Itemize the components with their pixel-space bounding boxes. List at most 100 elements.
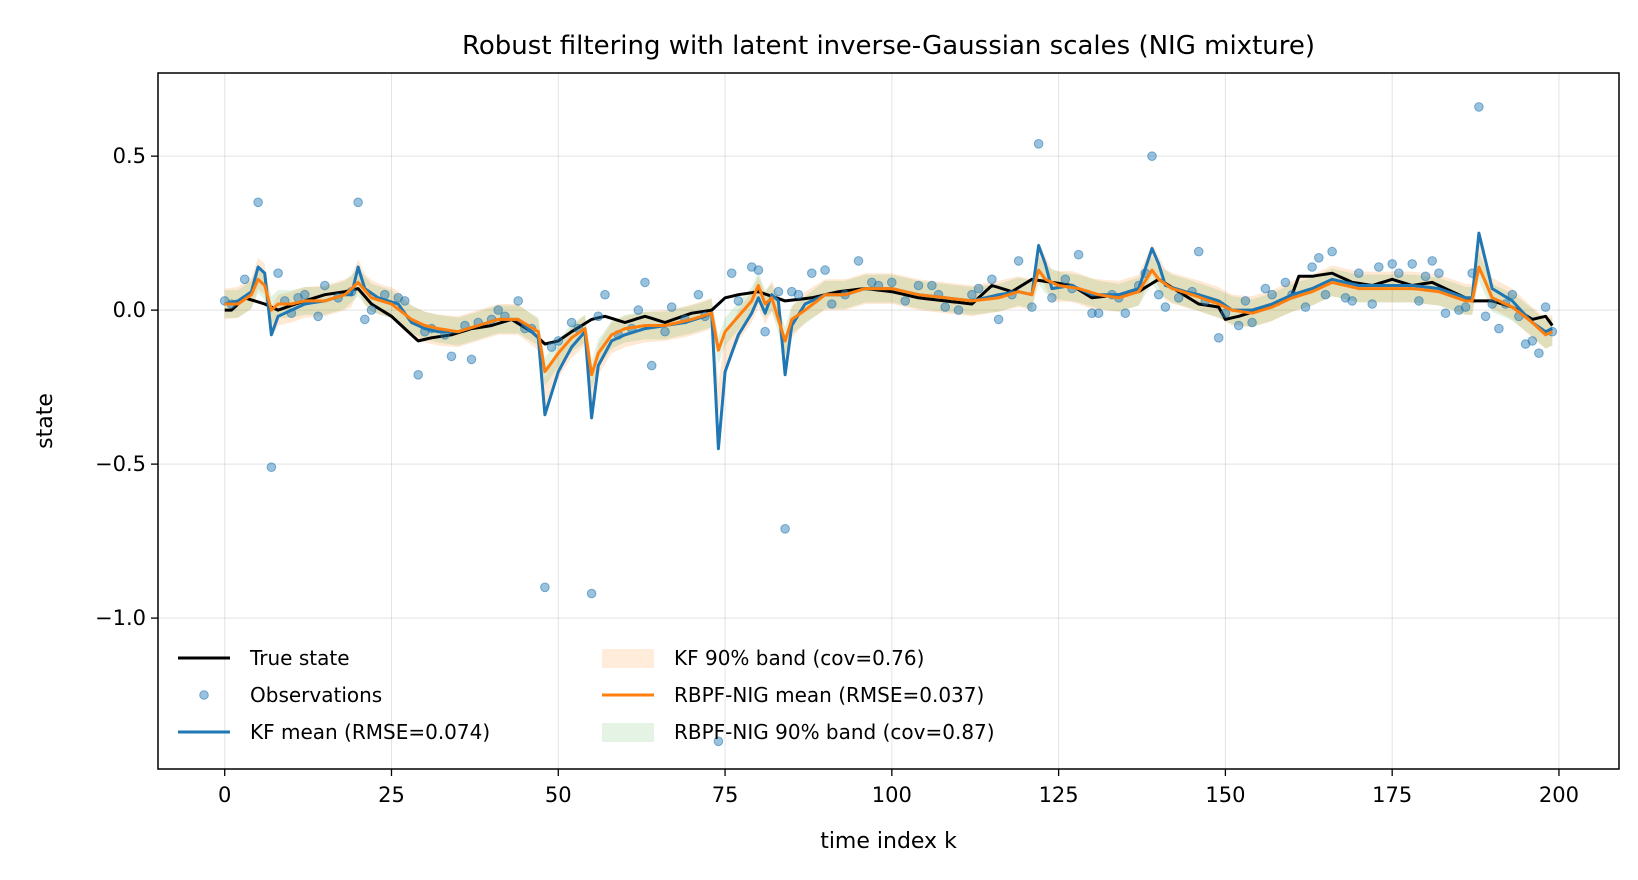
observation-point: [593, 311, 604, 322]
observation-point: [1374, 262, 1384, 272]
observation-point: [1173, 293, 1184, 303]
y-tick-label: 0.5: [113, 144, 146, 168]
observation-point: [1427, 256, 1437, 266]
observation-point: [1307, 262, 1317, 272]
observation-point: [1033, 139, 1044, 149]
observation-point: [1407, 259, 1417, 269]
legend-label: KF 90% band (cov=0.76): [674, 646, 924, 670]
kf-band: [224, 234, 1553, 415]
observation-point: [1347, 296, 1357, 306]
y-tick-label: 0.0: [113, 298, 146, 322]
observation-point: [646, 360, 657, 371]
observation-point: [353, 197, 363, 208]
observation-point: [413, 370, 424, 380]
observation-point: [1233, 320, 1244, 331]
observation-point: [1320, 289, 1331, 300]
observation-point: [660, 326, 670, 337]
observation-point: [1420, 271, 1431, 282]
observation-point: [1120, 308, 1131, 319]
y-tick-label: −1.0: [95, 606, 146, 630]
y-axis-label: state: [33, 393, 58, 449]
true-state-line: [224, 271, 1554, 346]
legend-entry: KF 90% band (cov=0.76): [602, 646, 924, 670]
x-tick-label: 50: [545, 783, 572, 807]
observation-point: [1087, 308, 1097, 319]
observation-point: [546, 342, 557, 352]
legend: True state Observations KF mean (RMSE=0.07…: [178, 646, 995, 744]
observation-point: [253, 197, 263, 208]
observation-point: [693, 289, 704, 300]
observation-point: [713, 736, 724, 747]
observation-point: [553, 336, 564, 346]
x-tick-label: 100: [872, 783, 912, 807]
observation-point: [1267, 289, 1277, 300]
observation-point: [773, 286, 784, 297]
observation-point: [1147, 151, 1157, 161]
y-tick-label: −0.5: [95, 452, 146, 476]
observation-point: [1047, 293, 1057, 303]
observation-point: [726, 268, 737, 279]
observation-point: [793, 289, 804, 300]
observation-point: [1367, 299, 1377, 309]
observation-point: [1354, 268, 1364, 279]
observation-point: [1220, 308, 1231, 319]
observation-point: [466, 354, 477, 365]
observation-point: [239, 274, 250, 285]
observation-point: [887, 277, 897, 288]
observation-point: [780, 524, 790, 534]
legend-entry: RBPF-NIG mean (RMSE=0.037): [602, 683, 984, 707]
observation-points: [219, 102, 1558, 747]
observation-point: [320, 280, 330, 291]
observation-point: [953, 305, 964, 315]
observation-point: [853, 256, 864, 266]
plot-frame: [157, 72, 1620, 770]
observation-point: [600, 289, 610, 300]
observation-point: [1193, 246, 1204, 257]
observation-point: [1474, 102, 1484, 112]
x-tick-label: 25: [378, 783, 405, 807]
observation-point: [1494, 323, 1504, 334]
rbpf-mean-line: [224, 265, 1553, 377]
observation-point: [400, 296, 410, 306]
legend-entry: KF mean (RMSE=0.074): [178, 720, 490, 744]
observation-point: [1300, 302, 1311, 312]
observation-point: [900, 296, 911, 306]
observation-point: [913, 280, 924, 291]
observation-point: [300, 289, 310, 300]
observation-point: [1460, 302, 1471, 312]
observation-point: [987, 274, 997, 285]
observation-point: [1540, 302, 1551, 312]
observation-point: [640, 277, 650, 288]
legend-swatch-marker: [199, 690, 209, 700]
observation-point: [1027, 302, 1037, 312]
series-lines: [224, 271, 1554, 346]
observation-point: [366, 305, 377, 315]
observation-point: [1013, 256, 1024, 266]
observation-point: [1527, 336, 1538, 346]
observation-point: [1480, 311, 1491, 322]
observation-point: [1073, 249, 1084, 260]
observation-point: [1213, 333, 1224, 343]
observation-point: [1394, 268, 1404, 279]
observation-point: [1280, 277, 1291, 288]
observation-point: [1387, 259, 1397, 269]
x-tick-label: 125: [1039, 783, 1079, 807]
observation-point: [666, 302, 677, 312]
legend-label: KF mean (RMSE=0.074): [250, 720, 490, 744]
observation-point: [1434, 268, 1444, 279]
legend-swatch-band: [602, 723, 654, 742]
observation-point: [1247, 317, 1257, 328]
observation-point: [493, 305, 504, 315]
observation-point: [1240, 296, 1251, 306]
observation-point: [1160, 302, 1171, 312]
observation-point: [1534, 348, 1544, 359]
observation-point: [513, 296, 524, 306]
observation-point: [1060, 274, 1071, 285]
observation-point: [266, 462, 277, 473]
observation-point: [540, 582, 550, 593]
observation-point: [1093, 308, 1104, 319]
legend-label: RBPF-NIG 90% band (cov=0.87): [674, 720, 995, 744]
y-axis-ticks: 0.5 0.0 −0.5 −1.0: [95, 144, 158, 630]
observation-point: [993, 314, 1004, 325]
